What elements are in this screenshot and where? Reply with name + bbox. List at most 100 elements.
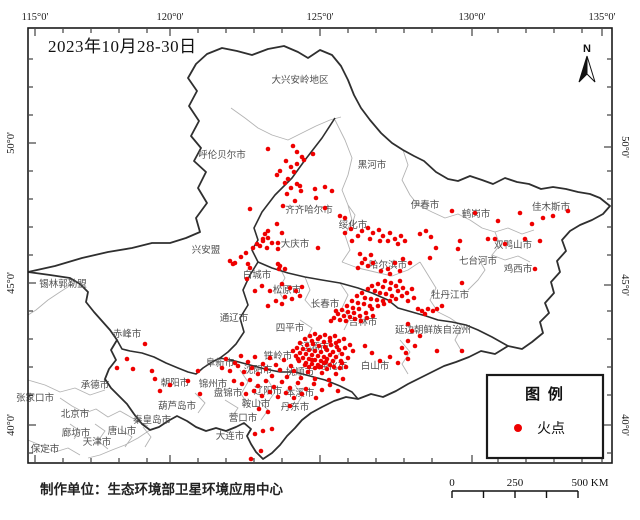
fire-point [239, 381, 245, 387]
fire-point [287, 285, 293, 291]
fire-point [299, 391, 305, 397]
fire-point [309, 352, 315, 358]
fire-point [292, 198, 298, 204]
fire-point [260, 238, 266, 244]
fire-point [359, 228, 365, 234]
fire-point [342, 215, 348, 221]
fire-point [322, 184, 328, 190]
fire-point [355, 265, 361, 271]
fire-point [142, 341, 148, 347]
axis-label-right: 40°0' [619, 414, 630, 436]
fire-point [409, 286, 415, 292]
region-outline [27, 45, 611, 460]
region-label: 大连市 [216, 430, 245, 442]
fire-point [434, 306, 440, 312]
fire-point [422, 311, 428, 317]
fire-point [405, 356, 411, 362]
fire-point [248, 456, 254, 462]
fire-point [343, 318, 349, 324]
fire-point [251, 388, 257, 394]
fire-point [359, 290, 365, 296]
region-label: 铁岭市 [264, 350, 293, 362]
axis-label-left: 40°0' [6, 414, 17, 436]
fire-point [405, 321, 411, 327]
region-label: 绥化市 [339, 219, 368, 231]
fire-point [250, 245, 256, 251]
fire-point [312, 331, 318, 337]
scalebar-label-500km: 500 KM [572, 477, 609, 489]
fire-point [197, 391, 203, 397]
fire-point [298, 375, 304, 381]
fire-point [423, 228, 429, 234]
region-label: 兴安盟 [192, 244, 221, 256]
fire-point [433, 245, 439, 251]
fire-point [252, 354, 258, 360]
fire-point [277, 168, 283, 174]
fire-point [455, 246, 461, 252]
fire-point [312, 365, 318, 371]
region-label: 白山市 [361, 360, 390, 372]
region-label: 唐山市 [108, 425, 137, 437]
fire-point [459, 348, 465, 354]
region-label: 佳木斯市 [532, 201, 571, 213]
fire-point [245, 261, 251, 267]
fire-point [264, 245, 270, 251]
fire-point [333, 308, 339, 314]
fire-point [322, 205, 328, 211]
region-label: 呼伦贝尔市 [198, 149, 246, 161]
region-label: 通辽市 [220, 312, 249, 324]
region-label: 丹东市 [281, 401, 310, 413]
fire-point [327, 362, 333, 368]
fire-point [532, 266, 538, 272]
fire-point [223, 356, 229, 362]
fire-point [322, 332, 328, 338]
fire-point [305, 369, 311, 375]
fire-point [375, 303, 381, 309]
fire-point [332, 333, 338, 339]
fire-point [287, 385, 293, 391]
fire-point [247, 206, 253, 212]
fire-point [302, 362, 308, 368]
fire-point [244, 276, 250, 282]
fire-point [299, 284, 305, 290]
axis-label-top: 135°0' [588, 12, 615, 23]
fire-point [347, 342, 353, 348]
inner-mongolia-border [116, 117, 336, 375]
fire-point [316, 364, 322, 370]
fire-point [399, 293, 405, 299]
fire-point [152, 376, 158, 382]
fire-point [288, 363, 294, 369]
fire-point [404, 290, 410, 296]
fire-point [333, 371, 339, 377]
region-label: 黑河市 [358, 159, 387, 171]
scalebar-line [451, 490, 579, 498]
fire-point [297, 350, 303, 356]
fire-point [274, 172, 280, 178]
fire-point [300, 346, 306, 352]
fire-point [407, 260, 413, 266]
fire-point [399, 345, 405, 351]
fire-point [327, 352, 333, 358]
fire-point [459, 280, 465, 286]
fire-point [316, 343, 322, 349]
fire-point [330, 349, 336, 355]
credit-text: 制作单位：生态环境部卫星环境应用中心 [40, 481, 283, 497]
region-label: 张家口市 [16, 392, 55, 404]
fire-point [380, 284, 386, 290]
fire-point [365, 286, 371, 292]
fire-point [345, 309, 351, 315]
region-label: 大庆市 [281, 238, 310, 250]
fire-point [271, 384, 277, 390]
fire-point [495, 218, 501, 224]
region-label: 廊坊市 [62, 427, 91, 439]
region-label: 承德市 [81, 379, 110, 391]
fire-point [282, 266, 288, 272]
fire-point [349, 298, 355, 304]
fire-point [321, 339, 327, 345]
fire-point [245, 359, 251, 365]
fire-point [537, 238, 543, 244]
fire-point [425, 306, 431, 312]
fire-point [385, 266, 391, 272]
fire-point [167, 382, 173, 388]
fire-point [336, 338, 342, 344]
